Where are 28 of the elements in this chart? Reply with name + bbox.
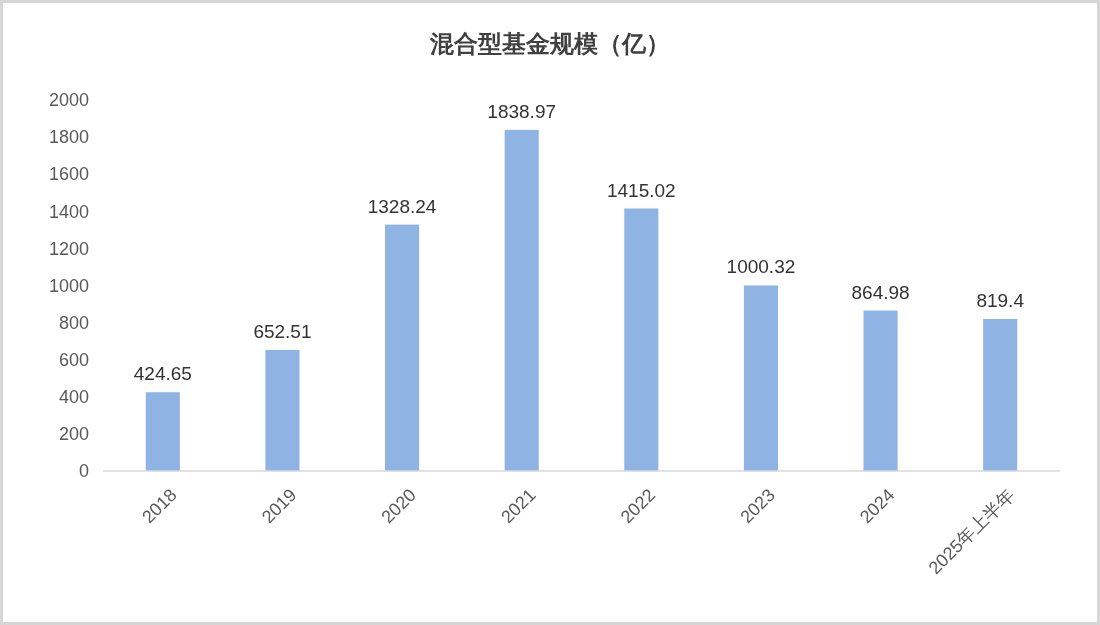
- y-tick-label: 600: [58, 349, 89, 370]
- data-label: 1000.32: [726, 256, 796, 278]
- bar: [743, 285, 778, 471]
- data-label: 652.51: [253, 320, 312, 342]
- bar: [983, 319, 1018, 471]
- data-label: 1838.97: [487, 100, 557, 122]
- y-tick-label: 400: [58, 387, 89, 408]
- y-tick-label: 1200: [48, 238, 89, 259]
- bar: [265, 349, 300, 471]
- y-tick-label: 2000: [48, 90, 89, 111]
- bar: [624, 208, 659, 471]
- y-tick-label: 1800: [48, 127, 89, 148]
- y-tick-label: 0: [78, 461, 89, 482]
- data-label: 864.98: [851, 281, 910, 303]
- y-tick-label: 1000: [48, 275, 89, 296]
- bar: [863, 310, 898, 471]
- chart-title: 混合型基金规模（亿）: [429, 30, 670, 57]
- bar: [145, 392, 180, 471]
- bar: [504, 129, 539, 471]
- bar: [385, 224, 420, 471]
- data-label: 424.65: [133, 363, 192, 385]
- y-tick-label: 1600: [48, 164, 89, 185]
- y-tick-label: 1400: [48, 201, 89, 222]
- y-tick-label: 200: [58, 424, 89, 445]
- y-tick-label: 800: [58, 312, 89, 333]
- data-label: 1415.02: [606, 179, 676, 201]
- data-label: 1328.24: [367, 195, 437, 217]
- data-label: 819.4: [976, 290, 1025, 311]
